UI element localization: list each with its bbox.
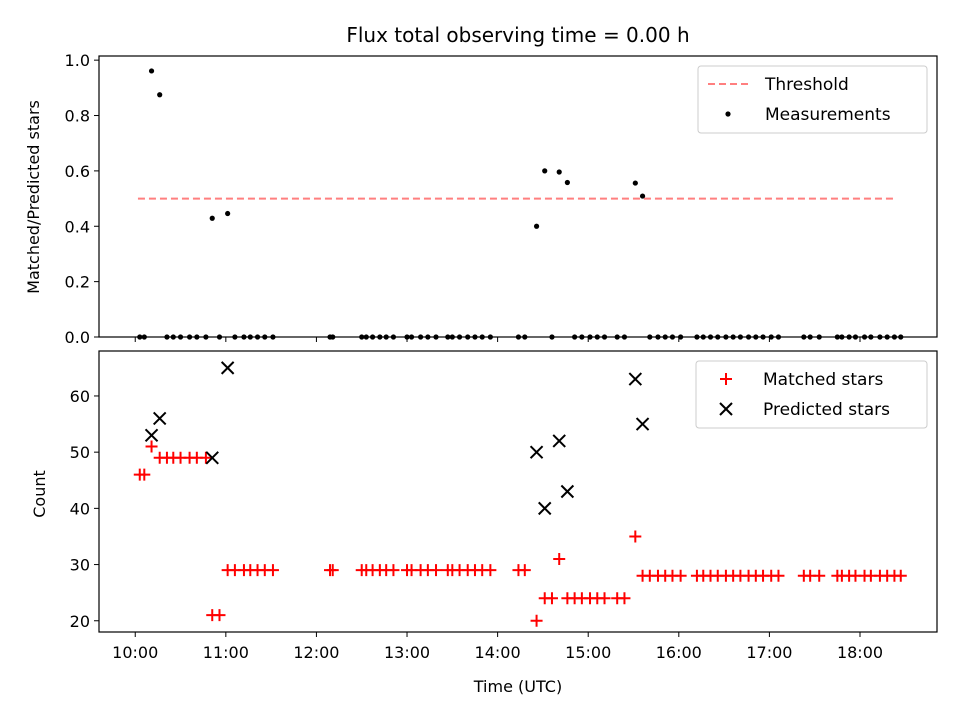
predicted-stars-point bbox=[529, 445, 544, 459]
matched-stars-point bbox=[518, 564, 531, 577]
top-y-tick-label: 0.8 bbox=[65, 107, 90, 126]
top-y-axis-label: Matched/Predicted stars bbox=[24, 100, 43, 294]
top-y-tick-label: 0.2 bbox=[65, 273, 90, 292]
matched-stars-point bbox=[138, 468, 151, 481]
legend-measurements-label: Measurements bbox=[765, 105, 891, 125]
matched-stars-point bbox=[894, 569, 907, 582]
matched-stars-point bbox=[545, 592, 558, 605]
x-tick-label: 17:00 bbox=[746, 643, 792, 662]
x-tick-label: 16:00 bbox=[656, 643, 702, 662]
predicted-stars-point bbox=[628, 372, 643, 386]
top-y-tick-label: 0.4 bbox=[65, 217, 90, 236]
bottom-y-tick-label: 30 bbox=[70, 556, 90, 575]
bottom-y-tick-label: 50 bbox=[70, 443, 90, 462]
x-tick-label: 11:00 bbox=[203, 643, 249, 662]
top-axes-frame bbox=[98, 55, 938, 338]
top-legend: Threshold Measurements bbox=[697, 65, 928, 134]
matched-stars-point bbox=[618, 592, 631, 605]
legend-measurements-swatch bbox=[725, 111, 731, 117]
measurement-point bbox=[157, 92, 163, 98]
top-y-tick-label: 0.6 bbox=[65, 162, 90, 181]
measurement-point bbox=[639, 193, 646, 199]
matched-stars-point bbox=[213, 609, 226, 622]
predicted-stars-point bbox=[552, 434, 566, 448]
bottom-plot-area: 20 30 40 50 60 10:00 11:00 12:00 13:00 14:00 15:00… bbox=[70, 361, 907, 662]
bottom-y-axis-label: Count bbox=[30, 470, 49, 518]
bottom-legend-box bbox=[695, 360, 928, 429]
predicted-stars-point bbox=[635, 417, 650, 431]
matched-stars-point bbox=[530, 614, 543, 627]
predicted-stars-point bbox=[205, 451, 219, 465]
matched-stars-point bbox=[813, 569, 826, 582]
matched-stars-point bbox=[484, 564, 497, 577]
predicted-stars-point bbox=[538, 501, 552, 516]
top-plot-area: 0.0 0.2 0.4 0.6 0.8 1.0 bbox=[65, 51, 904, 347]
bottom-x-axis-label: Time (UTC) bbox=[473, 677, 562, 696]
x-tick-label: 15:00 bbox=[565, 643, 611, 662]
predicted-stars-point bbox=[144, 428, 159, 443]
x-tick-label: 14:00 bbox=[475, 643, 521, 662]
measurement-point bbox=[632, 180, 638, 186]
x-tick-label: 12:00 bbox=[293, 643, 339, 662]
bottom-y-tick-label: 20 bbox=[70, 612, 90, 631]
measurement-point bbox=[148, 68, 155, 74]
matched-stars-point bbox=[553, 552, 566, 565]
legend-predicted-label: Predicted stars bbox=[763, 400, 890, 420]
matched-stars-point bbox=[629, 530, 642, 543]
measurement-point bbox=[556, 169, 562, 175]
matched-stars-point bbox=[674, 569, 687, 582]
legend-matched-swatch bbox=[720, 373, 732, 385]
chart-title: Flux total observing time = 0.00 h bbox=[346, 23, 689, 47]
bottom-axes-frame bbox=[98, 350, 938, 633]
matched-stars-point bbox=[199, 451, 212, 464]
top-legend-box bbox=[697, 65, 928, 134]
matched-stars-point bbox=[598, 592, 611, 605]
legend-matched-label: Matched stars bbox=[763, 370, 883, 390]
matched-stars-point bbox=[430, 564, 443, 577]
legend-predicted-swatch bbox=[719, 402, 733, 416]
x-tick-label: 10:00 bbox=[112, 643, 158, 662]
matched-stars-point bbox=[266, 564, 279, 577]
measurement-point bbox=[542, 168, 548, 174]
measurement-point bbox=[533, 223, 540, 229]
predicted-stars-point bbox=[220, 361, 235, 375]
matched-stars-point bbox=[326, 564, 339, 577]
matched-stars-point bbox=[145, 440, 158, 453]
x-tick-label: 13:00 bbox=[384, 643, 430, 662]
top-y-tick-label: 1.0 bbox=[65, 51, 90, 70]
bottom-y-tick-label: 40 bbox=[70, 499, 90, 518]
top-y-tick-label: 0.0 bbox=[65, 328, 90, 347]
measurement-point bbox=[225, 210, 231, 217]
predicted-stars-point bbox=[560, 484, 575, 499]
measurement-point bbox=[209, 215, 215, 221]
bottom-y-tick-label: 60 bbox=[70, 387, 90, 406]
predicted-stars-point bbox=[152, 411, 167, 426]
measurement-point bbox=[564, 179, 570, 186]
matched-stars-point bbox=[772, 569, 785, 582]
legend-threshold-label: Threshold bbox=[764, 75, 849, 95]
bottom-legend: Matched stars Predicted stars bbox=[695, 360, 928, 429]
matched-stars-point bbox=[387, 564, 400, 577]
x-tick-label: 18:00 bbox=[837, 643, 883, 662]
